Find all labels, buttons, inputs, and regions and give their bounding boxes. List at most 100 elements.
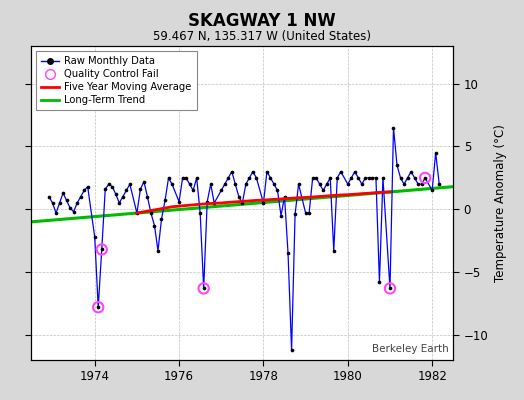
Point xyxy=(294,181,303,187)
Point xyxy=(379,175,387,181)
Point xyxy=(418,181,426,187)
Point xyxy=(175,198,183,205)
Point xyxy=(210,200,219,206)
Y-axis label: Temperature Anomaly (°C): Temperature Anomaly (°C) xyxy=(494,124,507,282)
Point xyxy=(386,285,394,292)
Point xyxy=(115,200,124,206)
Point xyxy=(200,285,208,292)
Point xyxy=(140,178,148,185)
Point xyxy=(365,175,373,181)
Point xyxy=(428,187,436,194)
Point xyxy=(147,210,155,216)
Point xyxy=(192,175,201,181)
Point xyxy=(66,205,74,211)
Text: SKAGWAY 1 NW: SKAGWAY 1 NW xyxy=(188,12,336,30)
Point xyxy=(435,181,443,187)
Point xyxy=(270,181,278,187)
Point xyxy=(118,194,127,200)
Point xyxy=(319,187,328,194)
Point xyxy=(189,187,198,194)
Point xyxy=(143,194,151,200)
Point xyxy=(48,200,57,206)
Point xyxy=(206,181,215,187)
Point xyxy=(157,216,166,222)
Point xyxy=(133,210,141,216)
Point xyxy=(161,197,169,204)
Point xyxy=(154,248,162,254)
Point xyxy=(274,187,282,194)
Point xyxy=(326,175,334,181)
Point xyxy=(59,190,67,196)
Point xyxy=(396,175,405,181)
Point xyxy=(389,124,398,131)
Point xyxy=(224,175,233,181)
Point xyxy=(83,184,92,190)
Point xyxy=(200,285,208,292)
Point xyxy=(323,181,331,187)
Point xyxy=(400,181,408,187)
Point xyxy=(231,181,239,187)
Point xyxy=(421,175,429,181)
Point xyxy=(414,181,422,187)
Legend: Raw Monthly Data, Quality Control Fail, Five Year Moving Average, Long-Term Tren: Raw Monthly Data, Quality Control Fail, … xyxy=(37,51,197,110)
Point xyxy=(182,175,190,181)
Point xyxy=(386,285,394,292)
Point xyxy=(168,181,176,187)
Point xyxy=(108,184,116,190)
Point xyxy=(45,194,53,200)
Point xyxy=(112,191,120,198)
Point xyxy=(354,175,363,181)
Point xyxy=(287,347,296,353)
Point xyxy=(94,304,102,310)
Text: 59.467 N, 135.317 W (United States): 59.467 N, 135.317 W (United States) xyxy=(153,30,371,43)
Point xyxy=(336,168,345,175)
Point xyxy=(368,175,377,181)
Point xyxy=(351,168,359,175)
Point xyxy=(126,181,134,187)
Point xyxy=(122,187,130,194)
Point xyxy=(105,181,113,187)
Point xyxy=(94,304,102,310)
Point xyxy=(165,175,173,181)
Point xyxy=(344,181,352,187)
Point xyxy=(259,200,268,206)
Point xyxy=(245,175,254,181)
Point xyxy=(91,234,99,240)
Point xyxy=(361,175,369,181)
Point xyxy=(330,248,338,254)
Point xyxy=(252,175,260,181)
Point xyxy=(309,175,317,181)
Point xyxy=(101,186,110,192)
Point xyxy=(358,181,366,187)
Point xyxy=(305,210,313,216)
Point xyxy=(393,162,401,168)
Point xyxy=(347,175,355,181)
Point xyxy=(263,168,271,175)
Point xyxy=(97,246,106,253)
Point xyxy=(291,211,299,218)
Point xyxy=(410,175,419,181)
Point xyxy=(333,175,342,181)
Point xyxy=(280,194,289,200)
Point xyxy=(312,175,320,181)
Point xyxy=(217,187,225,194)
Point xyxy=(277,212,285,219)
Point xyxy=(421,175,429,181)
Point xyxy=(266,175,275,181)
Point xyxy=(249,168,257,175)
Point xyxy=(235,194,243,200)
Point xyxy=(375,279,384,285)
Point xyxy=(196,210,204,216)
Point xyxy=(70,208,78,215)
Point xyxy=(178,175,187,181)
Point xyxy=(301,210,310,216)
Point xyxy=(97,246,106,253)
Point xyxy=(221,181,229,187)
Point xyxy=(185,181,194,187)
Point xyxy=(403,175,412,181)
Point xyxy=(52,210,60,216)
Point xyxy=(407,168,416,175)
Point xyxy=(73,200,81,206)
Point xyxy=(136,186,145,192)
Point xyxy=(227,168,236,175)
